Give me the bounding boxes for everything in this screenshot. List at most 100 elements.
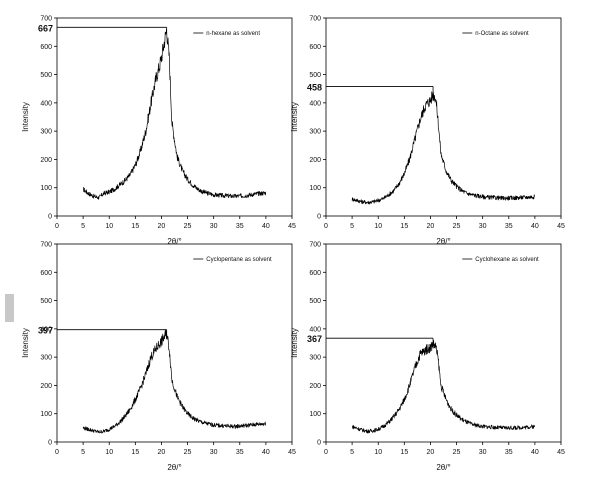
x-tick-label: 15 xyxy=(400,223,408,230)
x-tick-label: 35 xyxy=(236,449,244,456)
xrd-trace xyxy=(82,29,267,200)
plot-frame xyxy=(56,17,293,217)
x-tick-label: 45 xyxy=(288,449,296,456)
x-axis-title: 2θ/° xyxy=(436,463,450,472)
legend-entry: n-Octane as solvent xyxy=(475,31,529,37)
y-tick-label: 500 xyxy=(309,298,321,305)
plot-frame xyxy=(325,243,562,443)
x-tick-label: 40 xyxy=(262,223,270,230)
y-tick-label: 700 xyxy=(40,242,52,249)
legend-entry: Cyclopentane as solvent xyxy=(206,257,272,263)
y-tick-label: 700 xyxy=(40,16,52,23)
x-tick-label: 5 xyxy=(81,449,85,456)
x-tick-label: 0 xyxy=(324,449,328,456)
x-tick-label: 25 xyxy=(453,223,461,230)
y-axis-title: Intensity xyxy=(290,102,299,132)
x-tick-label: 20 xyxy=(427,449,435,456)
y-tick-label: 600 xyxy=(309,270,321,277)
y-tick-label: 200 xyxy=(309,157,321,164)
plot-frame xyxy=(325,17,562,217)
xrd-trace xyxy=(351,91,535,205)
chart-panel: 0 5 10 15 20 25 30 35 40 45 0 100 200 300 400 500 600 700… xyxy=(290,16,565,247)
x-tick-label: 0 xyxy=(55,223,59,230)
y-tick-label: 300 xyxy=(309,355,321,362)
y-tick-label: 200 xyxy=(309,383,321,390)
y-axis-title: Intensity xyxy=(21,102,30,132)
y-tick-label: 600 xyxy=(40,270,52,277)
x-tick-label: 15 xyxy=(131,223,139,230)
y-tick-label: 0 xyxy=(317,214,321,221)
y-tick-label: 400 xyxy=(40,100,52,107)
y-tick-label: 0 xyxy=(48,214,52,221)
x-tick-label: 45 xyxy=(557,223,565,230)
x-axis-title: 2θ/° xyxy=(167,237,181,246)
y-tick-label: 100 xyxy=(40,411,52,418)
legend-entry: n-hexane as solvent xyxy=(206,31,260,37)
x-tick-label: 0 xyxy=(324,223,328,230)
y-tick-label: 500 xyxy=(309,72,321,79)
x-tick-label: 20 xyxy=(158,223,166,230)
legend-entry: Cyclohexane as solvent xyxy=(475,257,539,263)
xrd-trace xyxy=(82,329,267,434)
x-tick-label: 20 xyxy=(158,449,166,456)
y-axis-title: Intensity xyxy=(290,328,299,358)
chart-panel: 0 5 10 15 20 25 30 35 40 45 0 100 200 300 400 500 600 700… xyxy=(21,16,296,247)
x-tick-label: 10 xyxy=(374,449,382,456)
x-axis-title: 2θ/° xyxy=(436,237,450,246)
y-tick-label: 400 xyxy=(309,326,321,333)
y-tick-label: 100 xyxy=(309,411,321,418)
y-tick-label: 400 xyxy=(309,100,321,107)
chart-panel: 0 5 10 15 20 25 30 35 40 45 0 100 200 300 400 500 600 700… xyxy=(21,242,296,473)
x-tick-label: 35 xyxy=(505,223,513,230)
x-tick-label: 45 xyxy=(288,223,296,230)
x-tick-label: 45 xyxy=(557,449,565,456)
x-tick-label: 25 xyxy=(184,449,192,456)
x-tick-label: 35 xyxy=(505,449,513,456)
x-tick-label: 40 xyxy=(262,449,270,456)
x-tick-label: 5 xyxy=(350,223,354,230)
x-tick-label: 0 xyxy=(55,449,59,456)
x-tick-label: 30 xyxy=(210,223,218,230)
x-tick-label: 15 xyxy=(131,449,139,456)
x-tick-label: 30 xyxy=(479,223,487,230)
y-tick-label: 400 xyxy=(40,326,52,333)
x-tick-label: 20 xyxy=(427,223,435,230)
x-tick-label: 25 xyxy=(453,449,461,456)
y-tick-label: 300 xyxy=(309,129,321,136)
y-tick-label: 300 xyxy=(40,355,52,362)
y-tick-label: 100 xyxy=(40,185,52,192)
chart-panel: 0 5 10 15 20 25 30 35 40 45 0 100 200 300 400 500 600 700… xyxy=(290,242,565,473)
x-tick-label: 35 xyxy=(236,223,244,230)
y-tick-label: 700 xyxy=(309,242,321,249)
x-tick-label: 10 xyxy=(374,223,382,230)
y-tick-label: 100 xyxy=(309,185,321,192)
x-tick-label: 10 xyxy=(105,449,113,456)
x-tick-label: 10 xyxy=(105,223,113,230)
plot-frame xyxy=(56,243,293,443)
y-tick-label: 500 xyxy=(40,72,52,79)
peak-value-label: 667 xyxy=(38,23,53,33)
peak-value-label: 397 xyxy=(38,326,53,336)
x-tick-label: 30 xyxy=(210,449,218,456)
y-tick-label: 200 xyxy=(40,383,52,390)
x-tick-label: 5 xyxy=(81,223,85,230)
y-axis-title: Intensity xyxy=(21,328,30,358)
y-tick-label: 500 xyxy=(40,298,52,305)
x-tick-label: 40 xyxy=(531,449,539,456)
x-tick-label: 30 xyxy=(479,449,487,456)
x-tick-label: 40 xyxy=(531,223,539,230)
peak-value-label: 367 xyxy=(307,334,322,344)
x-tick-label: 15 xyxy=(400,449,408,456)
y-tick-label: 200 xyxy=(40,157,52,164)
y-tick-label: 700 xyxy=(309,16,321,23)
x-tick-label: 25 xyxy=(184,223,192,230)
xrd-trace xyxy=(351,339,536,434)
peak-value-label: 458 xyxy=(307,82,322,92)
y-tick-label: 0 xyxy=(48,440,52,447)
y-tick-label: 600 xyxy=(309,44,321,51)
side-marker xyxy=(5,294,14,322)
x-axis-title: 2θ/° xyxy=(167,463,181,472)
y-tick-label: 600 xyxy=(40,44,52,51)
x-tick-label: 5 xyxy=(350,449,354,456)
